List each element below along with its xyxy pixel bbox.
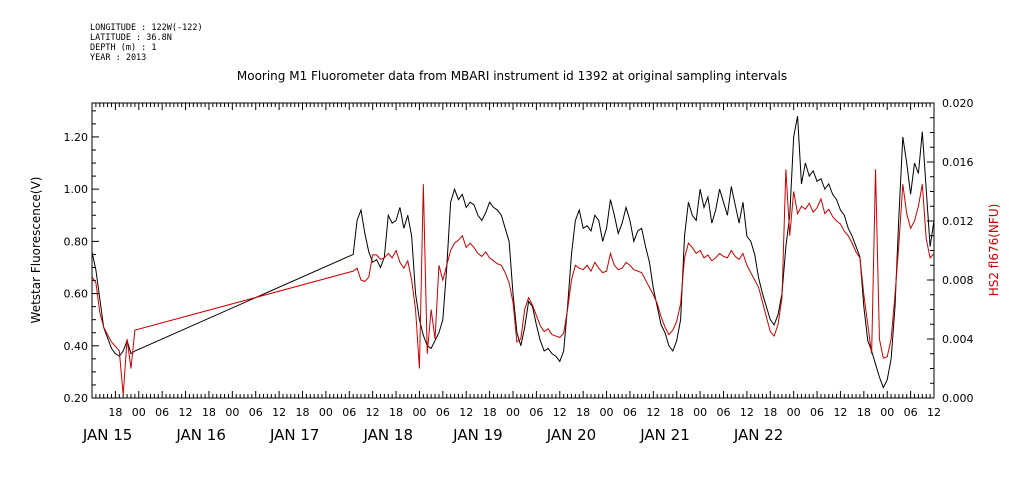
right-axis-label: HS2 fl676(NFU) (987, 204, 1001, 297)
x-tick-label: 18 (389, 406, 403, 419)
left-axis-label: Wetstar Fluorescence(V) (29, 177, 43, 324)
x-tick-label: 12 (366, 406, 380, 419)
x-tick-label: 00 (506, 406, 520, 419)
x-tick-label: 18 (670, 406, 684, 419)
left-y-axis: 0.20 0.40 0.60 0.80 1.00 1.20 (64, 110, 99, 405)
left-tick-label: 0.80 (64, 235, 89, 248)
x-date-label: JAN 22 (733, 426, 784, 444)
x-date-label: JAN 16 (175, 426, 226, 444)
left-tick-label: 1.00 (64, 183, 89, 196)
x-tick-label: 00 (693, 406, 707, 419)
right-tick-label: 0.000 (942, 392, 974, 405)
right-tick-label: 0.012 (942, 215, 974, 228)
x-tick-label: 12 (553, 406, 567, 419)
x-tick-label: 06 (717, 406, 731, 419)
x-date-label: JAN 20 (546, 426, 597, 444)
x-date-label: JAN 19 (452, 426, 503, 444)
x-tick-label: 00 (787, 406, 801, 419)
x-tick-label: 00 (225, 406, 239, 419)
x-date-labels: JAN 15 JAN 16 JAN 17 JAN 18 JAN 19 JAN 20 JAN … (82, 426, 783, 444)
x-tick-label: 06 (436, 406, 450, 419)
x-date-label: JAN 21 (639, 426, 690, 444)
x-tick-label: 00 (600, 406, 614, 419)
depth-text: DEPTH (m) : 1 (90, 43, 157, 53)
x-tick-label: 18 (202, 406, 216, 419)
x-tick-label: 12 (646, 406, 660, 419)
x-tick-label: 12 (459, 406, 473, 419)
x-tick-label: 12 (833, 406, 847, 419)
right-tick-label: 0.016 (942, 156, 974, 169)
x-tick-label: 06 (249, 406, 263, 419)
x-tick-label: 12 (927, 406, 941, 419)
x-tick-label: 12 (740, 406, 754, 419)
x-tick-label: 18 (576, 406, 590, 419)
x-tick-label: 06 (904, 406, 918, 419)
latitude-text: LATITUDE : 36.8N (90, 33, 172, 43)
x-tick-label: 00 (319, 406, 333, 419)
left-tick-label: 0.20 (64, 392, 89, 405)
x-tick-label: 00 (412, 406, 426, 419)
right-tick-label: 0.008 (942, 274, 974, 287)
plot-frame (91, 102, 935, 399)
longitude-text: LONGITUDE : 122W(-122) (90, 23, 203, 33)
bottom-axis-ticks (91, 391, 935, 398)
year-text: YEAR : 2013 (90, 53, 146, 63)
x-tick-label: 00 (880, 406, 894, 419)
top-axis-ticks (91, 103, 935, 110)
x-tick-label: 00 (132, 406, 146, 419)
x-tick-label: 12 (272, 406, 286, 419)
right-y-axis: 0.000 0.004 0.008 0.012 0.016 0.020 (927, 97, 974, 405)
x-tick-label: 06 (623, 406, 637, 419)
left-tick-label: 1.20 (64, 131, 89, 144)
x-tick-label: 18 (296, 406, 310, 419)
series-layer (92, 115, 934, 396)
x-date-label: JAN 17 (269, 426, 320, 444)
x-tick-label: 18 (857, 406, 871, 419)
x-date-label: JAN 15 (82, 426, 133, 444)
x-tick-label: 06 (155, 406, 169, 419)
x-tick-labels: 18 00 06 12 18 00 06 12 18 00 06 12 18 00 06 12 18 00 06 12… (108, 406, 941, 419)
x-tick-label: 06 (810, 406, 824, 419)
right-tick-label: 0.020 (942, 97, 974, 110)
series-line-wetstar (92, 115, 934, 389)
series-line-hs2 (92, 169, 934, 396)
x-tick-label: 18 (483, 406, 497, 419)
right-tick-label: 0.004 (942, 333, 974, 346)
left-tick-label: 0.60 (64, 288, 89, 301)
chart-title: Mooring M1 Fluorometer data from MBARI i… (237, 69, 787, 83)
x-date-label: JAN 18 (363, 426, 414, 444)
x-tick-label: 12 (179, 406, 193, 419)
left-tick-label: 0.40 (64, 340, 89, 353)
x-tick-label: 18 (763, 406, 777, 419)
x-tick-label: 06 (342, 406, 356, 419)
x-tick-label: 18 (108, 406, 122, 419)
x-tick-label: 06 (529, 406, 543, 419)
metadata-block: LONGITUDE : 122W(-122) LATITUDE : 36.8N … (90, 23, 203, 63)
